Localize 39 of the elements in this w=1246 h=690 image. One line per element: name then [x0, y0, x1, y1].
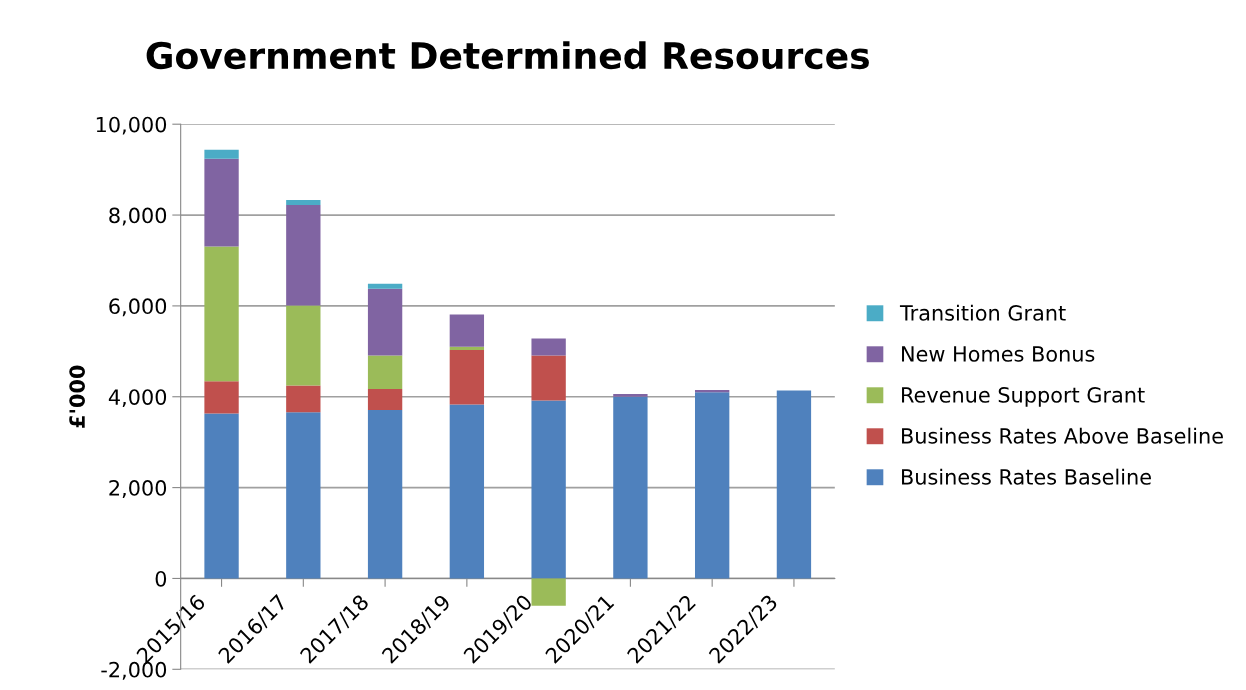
bar — [449, 346, 485, 350]
y-axis-title: £'000 — [69, 365, 85, 428]
bar — [204, 413, 239, 579]
bar — [204, 158, 239, 247]
y-tick-label: 2,000 — [109, 480, 167, 498]
legend-label: Revenue Support Grant — [902, 387, 1145, 407]
bar — [204, 381, 239, 414]
bar — [531, 338, 566, 356]
bar — [449, 314, 485, 347]
legend-label: Business Rates Baseline — [902, 468, 1151, 485]
bar — [367, 283, 403, 289]
bar — [367, 389, 403, 410]
bar — [613, 394, 648, 397]
y-tick-label: 8,000 — [109, 207, 167, 226]
y-tick-label: 4,000 — [108, 389, 167, 408]
y-tick-label: 0 — [155, 570, 167, 587]
chart-title: Government Determined Resources — [146, 41, 869, 70]
y-tick-label: 10,000 — [96, 116, 167, 135]
bar — [204, 246, 239, 382]
legend-label: Transition Grant — [899, 304, 1066, 321]
bar — [776, 390, 812, 579]
bar — [286, 305, 321, 386]
y-tick-label: 6,000 — [109, 298, 167, 317]
bar — [367, 355, 403, 390]
bar — [286, 205, 321, 306]
bar — [449, 404, 485, 579]
bar — [286, 385, 321, 413]
bar — [531, 400, 566, 579]
bar — [613, 396, 648, 579]
bar — [286, 412, 321, 579]
bar — [449, 349, 485, 405]
bar — [204, 149, 239, 159]
bar — [531, 355, 566, 401]
bar — [286, 200, 321, 206]
legend-label: Business Rates Above Baseline — [902, 427, 1223, 444]
legend-label: New Homes Bonus — [902, 346, 1095, 362]
bar — [695, 392, 730, 579]
bar — [367, 288, 403, 356]
bar — [367, 409, 403, 579]
